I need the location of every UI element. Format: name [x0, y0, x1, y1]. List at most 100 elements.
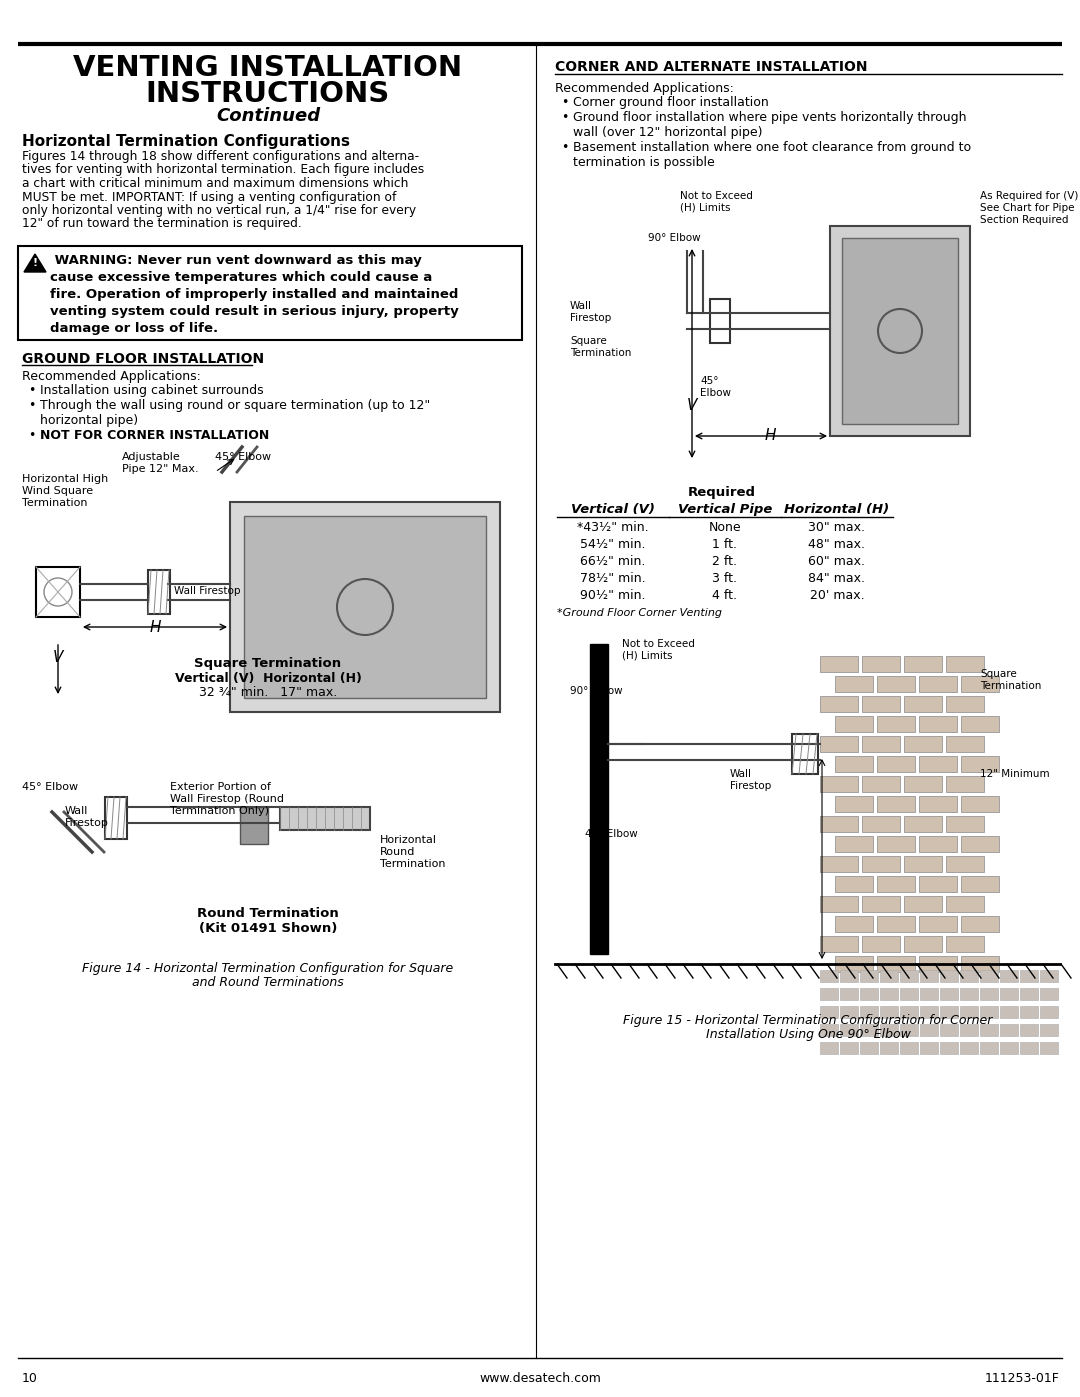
Bar — [920, 988, 939, 1000]
Bar — [877, 796, 915, 812]
Text: !: ! — [32, 258, 38, 268]
Bar — [961, 676, 999, 692]
Text: tives for venting with horizontal termination. Each figure includes: tives for venting with horizontal termin… — [22, 163, 424, 176]
Bar — [835, 876, 873, 893]
Text: V: V — [687, 398, 698, 414]
Text: Continued: Continued — [216, 108, 320, 124]
Text: 90° Elbow: 90° Elbow — [648, 233, 701, 243]
Text: www.desatech.com: www.desatech.com — [480, 1372, 600, 1384]
Text: Basement installation where one foot clearance from ground to: Basement installation where one foot cle… — [573, 141, 971, 154]
Bar — [940, 1042, 958, 1053]
Bar — [835, 796, 873, 812]
Bar — [820, 696, 858, 712]
Text: (H) Limits: (H) Limits — [622, 651, 673, 661]
Bar — [946, 775, 984, 792]
Bar — [877, 717, 915, 732]
Text: Wall Firestop (Round: Wall Firestop (Round — [170, 793, 284, 805]
Bar — [904, 936, 942, 951]
Bar — [1020, 988, 1038, 1000]
Text: Horizontal: Horizontal — [380, 835, 437, 845]
Text: Figures 14 through 18 show different configurations and alterna-: Figures 14 through 18 show different con… — [22, 149, 419, 163]
Text: Termination Only): Termination Only) — [170, 806, 269, 816]
Text: Recommended Applications:: Recommended Applications: — [555, 82, 734, 95]
Text: 54½" min.: 54½" min. — [580, 538, 646, 550]
Bar — [1000, 1006, 1018, 1018]
Bar — [980, 1006, 998, 1018]
Text: *43½" min.: *43½" min. — [577, 521, 649, 534]
Bar — [840, 988, 858, 1000]
Bar — [862, 816, 900, 833]
Text: 45° Elbow: 45° Elbow — [585, 828, 638, 840]
Text: Round Termination: Round Termination — [198, 907, 339, 921]
Text: NOT FOR CORNER INSTALLATION: NOT FOR CORNER INSTALLATION — [40, 429, 269, 441]
Text: Square: Square — [980, 669, 1016, 679]
Text: 90° Elbow: 90° Elbow — [570, 686, 623, 696]
Bar — [946, 657, 984, 672]
Bar — [1040, 988, 1058, 1000]
Bar — [980, 970, 998, 982]
Bar — [904, 895, 942, 912]
Bar — [961, 835, 999, 852]
Bar — [919, 717, 957, 732]
Bar — [835, 676, 873, 692]
Bar — [940, 1024, 958, 1037]
Text: Corner ground floor installation: Corner ground floor installation — [573, 96, 769, 109]
Text: Adjustable: Adjustable — [122, 453, 180, 462]
Text: 60" max.: 60" max. — [809, 555, 865, 569]
Bar — [920, 1042, 939, 1053]
Bar — [880, 988, 897, 1000]
Text: Wall: Wall — [570, 300, 592, 312]
Bar — [960, 1042, 978, 1053]
Text: fire. Operation of improperly installed and maintained: fire. Operation of improperly installed … — [50, 288, 458, 300]
Bar — [862, 775, 900, 792]
Text: H: H — [149, 619, 161, 634]
Bar — [877, 876, 915, 893]
Bar — [877, 676, 915, 692]
Bar — [940, 1006, 958, 1018]
Bar — [148, 570, 170, 615]
Text: Required: Required — [688, 486, 756, 499]
Bar — [960, 1024, 978, 1037]
Bar — [900, 1042, 918, 1053]
Bar — [877, 835, 915, 852]
Bar — [820, 657, 858, 672]
Bar — [900, 1006, 918, 1018]
Text: Horizontal High: Horizontal High — [22, 474, 108, 483]
Bar — [820, 936, 858, 951]
Bar — [904, 657, 942, 672]
Bar — [880, 1024, 897, 1037]
Bar — [919, 756, 957, 773]
Bar — [862, 936, 900, 951]
Bar — [1040, 1024, 1058, 1037]
Bar — [835, 956, 873, 972]
Text: (H) Limits: (H) Limits — [680, 203, 730, 212]
Bar — [946, 856, 984, 872]
Bar — [1040, 970, 1058, 982]
Text: •: • — [561, 141, 568, 154]
Text: Square Termination: Square Termination — [194, 657, 341, 671]
Text: Recommended Applications:: Recommended Applications: — [22, 370, 201, 383]
Bar — [980, 1024, 998, 1037]
Text: Installation using cabinet surrounds: Installation using cabinet surrounds — [40, 384, 264, 397]
Bar — [862, 657, 900, 672]
Bar — [842, 237, 958, 425]
Bar — [940, 988, 958, 1000]
Text: As Required for (V): As Required for (V) — [980, 191, 1078, 201]
Bar — [960, 988, 978, 1000]
Bar — [18, 246, 522, 339]
Text: 90½" min.: 90½" min. — [580, 590, 646, 602]
Text: Not to Exceed: Not to Exceed — [680, 191, 753, 201]
Text: Vertical (V)  Horizontal (H): Vertical (V) Horizontal (H) — [175, 672, 362, 685]
Bar — [820, 1042, 838, 1053]
Bar — [961, 916, 999, 932]
Bar — [105, 798, 127, 840]
Bar — [230, 502, 500, 712]
Bar — [1040, 1042, 1058, 1053]
Text: 84" max.: 84" max. — [809, 571, 865, 585]
Bar — [877, 756, 915, 773]
Text: 2 ft.: 2 ft. — [713, 555, 738, 569]
Bar — [820, 856, 858, 872]
Text: venting system could result in serious injury, property: venting system could result in serious i… — [50, 305, 459, 319]
Bar — [590, 644, 608, 954]
Bar — [820, 895, 858, 912]
